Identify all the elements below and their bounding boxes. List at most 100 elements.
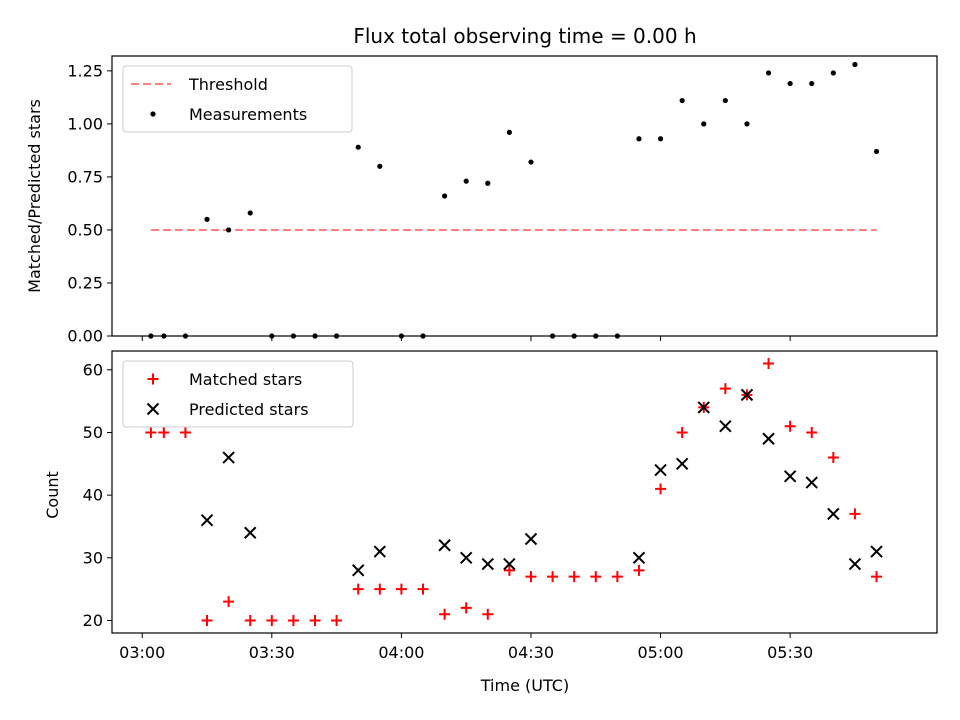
measurement-point xyxy=(852,61,858,68)
measurement-point xyxy=(226,227,232,233)
measurement-point xyxy=(355,144,361,150)
legend-box xyxy=(122,360,354,428)
matched-star-point xyxy=(201,614,213,626)
measurement-point xyxy=(809,80,815,87)
matched-star-point xyxy=(417,583,429,595)
matched-star-point xyxy=(525,571,537,583)
matched-star-point xyxy=(806,426,818,438)
measurement-point xyxy=(873,148,880,155)
legend-box xyxy=(122,65,353,133)
predicted-star-point xyxy=(675,457,689,471)
matched-star-point xyxy=(145,426,157,438)
predicted-star-point xyxy=(740,388,754,402)
predicted-star-point xyxy=(503,557,516,571)
measurement-point xyxy=(148,333,154,339)
y-tick-label: 40 xyxy=(83,486,103,505)
measurement-point xyxy=(312,333,318,339)
x-tick-label: 03:30 xyxy=(249,643,295,662)
measurement-point xyxy=(701,121,707,127)
count-y-axis-label: Count xyxy=(43,471,62,519)
y-tick-label: 0.00 xyxy=(67,327,103,346)
count-panel: 20 30 40 50 60 03:00 03:30 04:00 04:30 05:00 05:30… xyxy=(83,350,938,662)
matched-star-point xyxy=(655,483,667,495)
y-tick-label: 1.25 xyxy=(67,61,103,80)
matched-star-point xyxy=(179,426,191,438)
legend: Matched stars Predicted stars xyxy=(122,360,354,428)
measurement-point xyxy=(377,163,383,169)
matched-star-point xyxy=(309,614,321,626)
predicted-star-point xyxy=(805,476,818,489)
predicted-star-point xyxy=(870,545,883,558)
time-x-axis-label: Time (UTC) xyxy=(480,676,569,695)
measurement-point xyxy=(765,70,772,76)
measurement-point xyxy=(722,97,728,104)
matched-star-point xyxy=(590,571,602,583)
matched-star-point xyxy=(849,508,861,520)
measurement-point xyxy=(485,180,491,186)
y-tick-label: 0.25 xyxy=(67,273,103,292)
plot-frame xyxy=(111,55,938,337)
predicted-star-point xyxy=(762,432,775,445)
legend-label: Measurements xyxy=(189,105,307,124)
matched-star-point xyxy=(719,383,731,395)
matched-star-point xyxy=(374,583,386,595)
series-predicted-stars xyxy=(200,388,883,577)
predicted-star-point xyxy=(459,551,473,565)
matched-star-point xyxy=(266,614,278,626)
matched-star-point xyxy=(352,583,364,595)
measurement-point xyxy=(679,97,685,104)
measurement-point xyxy=(787,80,793,87)
predicted-star-point xyxy=(697,401,710,414)
measurement-point xyxy=(528,159,534,165)
y-tick-label: 60 xyxy=(83,360,103,379)
y-tick-label: 50 xyxy=(83,423,103,442)
matched-star-point xyxy=(547,571,559,583)
measurement-point xyxy=(636,136,642,142)
matched-star-point xyxy=(784,420,796,432)
predicted-star-point xyxy=(827,507,840,521)
measurement-point xyxy=(549,333,556,339)
chart-title: Flux total observing time = 0.00 h xyxy=(353,24,696,48)
x-tick-label: 05:00 xyxy=(638,643,684,662)
measurement-point xyxy=(161,333,167,339)
measurement-point xyxy=(420,333,426,339)
measurement-point xyxy=(334,333,340,339)
x-tick-label: 04:30 xyxy=(508,643,554,662)
matched-star-point xyxy=(676,426,688,438)
y-tick-label: 1.00 xyxy=(67,114,103,133)
matched-star-point xyxy=(871,571,883,583)
y-tick-label: 0.50 xyxy=(67,220,103,239)
measurement-point xyxy=(247,210,253,216)
measurement-point xyxy=(571,333,577,339)
predicted-star-point xyxy=(719,419,732,433)
measurement-point xyxy=(204,216,210,222)
matched-star-point xyxy=(568,571,580,583)
measurement-point xyxy=(441,193,448,199)
measurement-point xyxy=(290,333,297,339)
predicted-star-point xyxy=(373,545,387,558)
measurement-point xyxy=(657,136,664,142)
matched-star-point xyxy=(611,571,623,583)
x-tick-label: 05:30 xyxy=(767,643,813,662)
matched-star-point xyxy=(395,583,407,595)
predicted-star-point xyxy=(848,557,862,571)
predicted-star-point xyxy=(783,470,797,483)
matched-star-point xyxy=(287,614,299,626)
matched-star-point xyxy=(158,426,170,438)
matched-star-point xyxy=(223,596,235,608)
matched-star-point xyxy=(331,614,343,626)
x-tick-label: 03:00 xyxy=(119,643,165,662)
y-tick-label: 20 xyxy=(83,611,103,630)
ratio-panel: 0.00 0.25 0.50 0.75 1.00 1.25 Threshold Measure… xyxy=(67,55,938,346)
series-measurements xyxy=(148,61,880,339)
legend-label: Threshold xyxy=(188,75,268,94)
matched-star-point xyxy=(244,614,256,626)
y-tick-label: 0.75 xyxy=(67,167,103,186)
measurement-point xyxy=(182,333,189,339)
x-tick-label: 04:00 xyxy=(378,643,424,662)
measurement-point xyxy=(744,121,750,127)
matched-star-point xyxy=(503,564,515,576)
legend-label: Matched stars xyxy=(189,370,302,389)
predicted-star-point xyxy=(438,539,451,552)
